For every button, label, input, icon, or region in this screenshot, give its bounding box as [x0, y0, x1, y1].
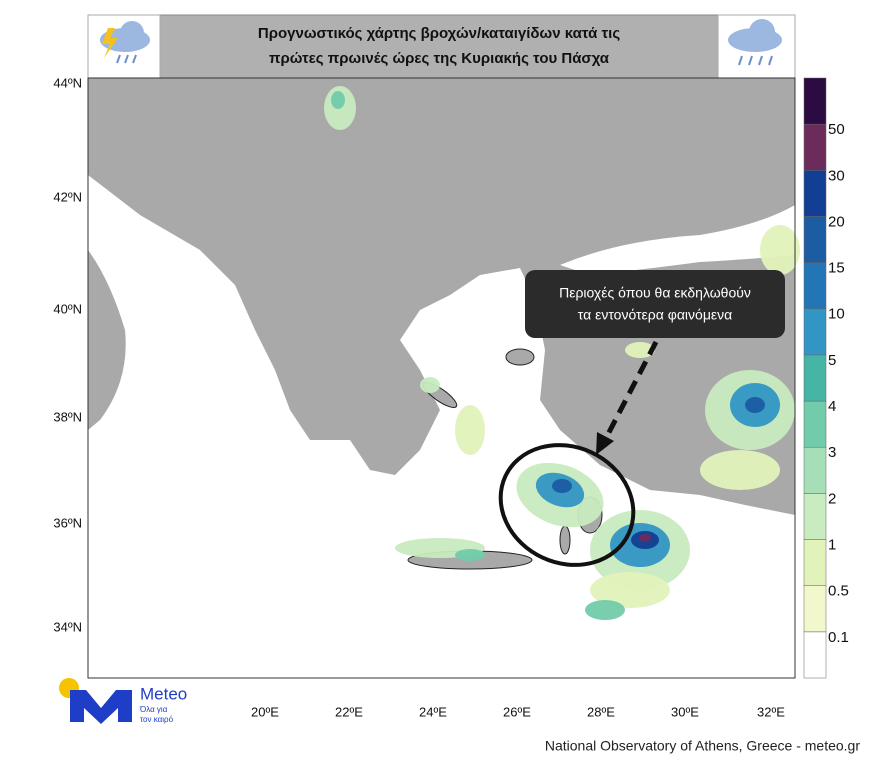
- lat-label: 34ºN: [53, 619, 82, 634]
- callout-arrow: [602, 340, 659, 442]
- sea: [560, 205, 795, 275]
- colorbar-segment: [803, 539, 827, 586]
- callout-box: [525, 270, 785, 338]
- rain-area: [552, 479, 572, 493]
- map-frame: [87, 77, 796, 679]
- lat-label: 40ºN: [53, 301, 82, 316]
- rain-area: [760, 225, 800, 275]
- map-area: [88, 78, 800, 678]
- rain-area: [590, 572, 670, 608]
- logo: Meteo Όλα για τον καιρό: [59, 678, 187, 724]
- colorbar-label: 0.1: [828, 629, 849, 646]
- title-line: πρώτες πρωινές ώρες της Κυριακής του Πάσ…: [269, 50, 610, 67]
- island: [505, 348, 535, 366]
- colorbar-segment: [803, 77, 827, 125]
- lat-label: 36ºN: [53, 515, 82, 530]
- colorbar-label: 2: [828, 490, 836, 507]
- colorbar-label: 30: [828, 167, 845, 184]
- island: [559, 525, 571, 555]
- colorbar: 0.1 0.5 1 2 3 4 5 10 15 20 30 50: [803, 77, 849, 679]
- colorbar-segment: [803, 216, 827, 263]
- precipitation: [324, 86, 800, 620]
- colorbar-segment: [803, 493, 827, 540]
- logo-name: Meteo: [140, 684, 187, 703]
- colorbar-segment: [803, 446, 827, 494]
- lon-label: 30ºE: [671, 704, 699, 719]
- rain-icon: [728, 19, 782, 66]
- lat-label: 42ºN: [53, 189, 82, 204]
- sea: [88, 620, 200, 678]
- colorbar-segment: [803, 400, 827, 448]
- lat-label: 38ºN: [53, 409, 82, 424]
- rain-area: [455, 405, 485, 455]
- lon-label: 24ºE: [419, 704, 447, 719]
- colorbar-segment: [803, 354, 827, 402]
- footer: National Observatory of Athens, Greece -…: [545, 738, 860, 754]
- arrow-head: [596, 432, 614, 455]
- title-line: Προγνωστικός χάρτης βροχών/καταιγίδων κα…: [258, 25, 620, 42]
- rain-area: [639, 534, 651, 542]
- rain-area: [420, 377, 440, 393]
- colorbar-label: 10: [828, 306, 845, 323]
- lon-label: 26ºE: [503, 704, 531, 719]
- storm-icon: [100, 21, 150, 64]
- lat-label: 44ºN: [53, 75, 82, 90]
- rain-area: [331, 91, 345, 109]
- rain-area: [745, 397, 765, 413]
- callout-text: τα εντονότερα φαινόμενα: [578, 307, 732, 323]
- highlight-ellipse: [498, 443, 636, 567]
- colorbar-segment: [803, 262, 827, 310]
- header-band: [87, 14, 796, 79]
- colorbar-segment: [803, 585, 827, 633]
- lon-label: 28ºE: [587, 704, 615, 719]
- lon-label: 20ºE: [251, 704, 279, 719]
- colorbar-label: 4: [828, 398, 836, 415]
- land: [88, 250, 126, 430]
- colorbar-segment: [803, 170, 827, 217]
- colorbar-label: 20: [828, 213, 845, 230]
- colorbar-label: 1: [828, 537, 836, 554]
- colorbar-label: 0.5: [828, 583, 849, 600]
- colorbar-label: 5: [828, 352, 836, 369]
- lon-label: 22ºE: [335, 704, 363, 719]
- colorbar-label: 3: [828, 444, 836, 461]
- lon-label: 32ºE: [757, 704, 785, 719]
- colorbar-segment: [803, 631, 827, 679]
- colorbar-label: 50: [828, 121, 845, 138]
- rain-area: [625, 342, 655, 358]
- colorbar-segment: [803, 123, 827, 171]
- logo-tagline: Όλα για: [139, 705, 168, 714]
- rain-area: [455, 549, 485, 561]
- colorbar-segment: [803, 308, 827, 356]
- rain-area: [585, 600, 625, 620]
- logo-tagline: τον καιρό: [140, 715, 174, 724]
- rain-area: [700, 450, 780, 490]
- colorbar-label: 15: [828, 260, 845, 277]
- callout-text: Περιοχές όπου θα εκδηλωθούν: [559, 285, 751, 301]
